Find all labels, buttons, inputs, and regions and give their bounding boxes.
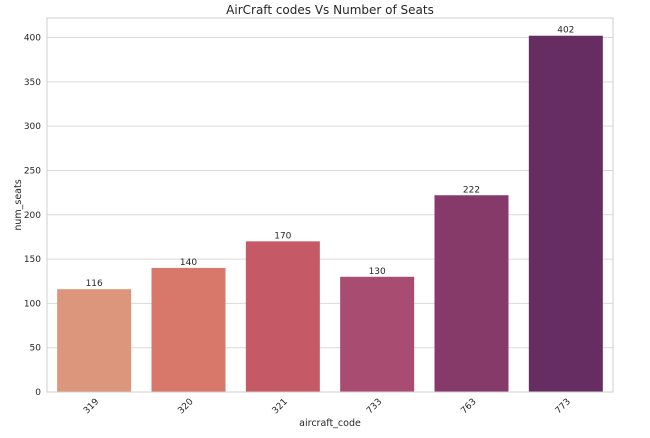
bar-319 bbox=[57, 289, 132, 392]
x-tick-label: 733 bbox=[365, 397, 384, 416]
data-labels: 116 140 170 130 222 402 bbox=[86, 26, 575, 289]
x-axis-label: aircraft_code bbox=[299, 418, 361, 429]
bar-733 bbox=[340, 276, 415, 392]
bar-321 bbox=[245, 241, 320, 392]
data-label: 130 bbox=[369, 267, 386, 277]
y-tick-label: 350 bbox=[24, 78, 41, 88]
x-tick-label: 321 bbox=[271, 397, 290, 416]
bar-763 bbox=[434, 195, 509, 392]
y-tick-label: 0 bbox=[35, 388, 41, 398]
y-tick-label: 50 bbox=[30, 344, 42, 354]
plot-frame bbox=[46, 17, 614, 393]
data-label: 222 bbox=[463, 185, 480, 195]
bars bbox=[57, 35, 603, 392]
x-tick-label: 763 bbox=[459, 397, 478, 416]
gridlines bbox=[47, 37, 613, 393]
y-tick-label: 200 bbox=[24, 211, 41, 221]
y-tick-label: 150 bbox=[24, 255, 41, 265]
x-tick-label: 320 bbox=[176, 397, 195, 416]
x-tick-labels: 319 320 321 733 763 773 bbox=[82, 397, 573, 416]
y-axis-label: num_seats bbox=[13, 179, 24, 230]
x-tick-label: 773 bbox=[554, 397, 573, 416]
y-tick-labels: 0 50 100 150 200 250 300 350 400 bbox=[24, 34, 41, 399]
data-label: 140 bbox=[180, 258, 197, 268]
bar-773 bbox=[528, 35, 603, 392]
y-tick-label: 250 bbox=[24, 166, 41, 176]
bar-320 bbox=[151, 267, 226, 392]
data-label: 402 bbox=[557, 26, 574, 36]
x-tick-label: 319 bbox=[82, 397, 101, 416]
y-tick-label: 300 bbox=[24, 122, 41, 132]
y-tick-label: 100 bbox=[24, 299, 41, 309]
data-label: 170 bbox=[274, 231, 291, 241]
y-tick-label: 400 bbox=[24, 34, 41, 44]
data-label: 116 bbox=[86, 279, 103, 289]
chart-title: AirCraft codes Vs Number of Seats bbox=[226, 3, 434, 17]
